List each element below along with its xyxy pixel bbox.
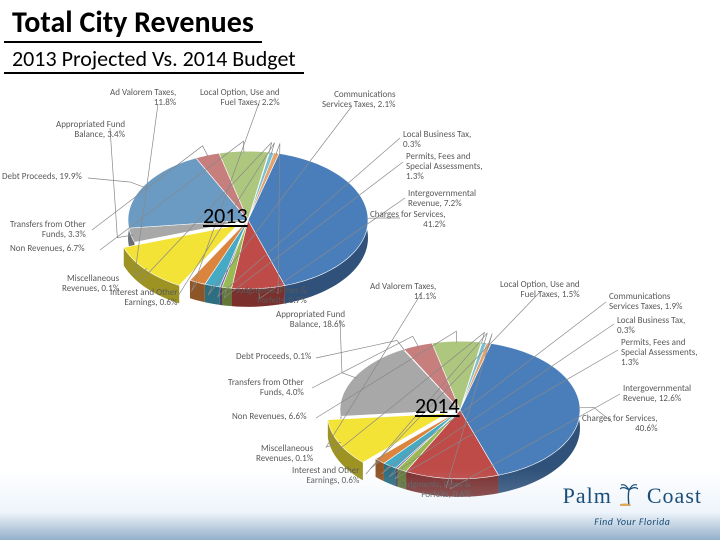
callout-label: Transfers from OtherFunds, 3.3% [10, 220, 86, 240]
callout-label: Debt Proceeds, 19.9% [2, 172, 82, 182]
callout-label: CommunicationsServices Taxes, 1.9% [609, 292, 682, 312]
callout-label: CommunicationsServices Taxes, 2.1% [322, 90, 395, 110]
callout-label: Local Option, Use andFuel Taxes, 1.5% [500, 280, 580, 300]
palm-icon [620, 484, 638, 512]
pie-side [205, 284, 220, 305]
callout-label: Local Business Tax,0.3% [403, 130, 471, 150]
callout-label: Transfers from OtherFunds, 4.0% [228, 378, 304, 398]
callout-label: Appropriated FundBalance, 18.6% [276, 310, 345, 330]
callout-label: Permits, Fees andSpecial Assessments,1.3… [406, 152, 482, 182]
callout-label: Charges for Services,41.2% [370, 210, 446, 230]
logo-brand-right: Coast [647, 483, 702, 508]
logo-tagline: Find Your Florida [594, 515, 670, 528]
year-label-2014: 2014 [415, 392, 460, 419]
callout-label: Debt Proceeds, 0.1% [236, 352, 311, 362]
callout-label: Non Revenues, 6.7% [10, 244, 85, 254]
callout-label: Ad Valorem Taxes,11.1% [370, 282, 436, 302]
callout-label: IntergovernmentalRevenue, 12.6% [623, 384, 691, 404]
callout-label: Ad Valorem Taxes,11.8% [110, 88, 176, 108]
callout-label: Interest and OtherEarnings, 0.6% [110, 288, 177, 308]
callout-label: Appropriated FundBalance, 3.4% [56, 120, 125, 140]
callout-label: Local Business Tax,0.3% [617, 316, 685, 336]
callout-label: Non Revenues, 6.6% [232, 412, 307, 422]
pie-side [222, 287, 232, 306]
logo-brand-left: Palm [563, 483, 612, 508]
callout-label: Local Option, Use andFuel Taxes, 2.2% [200, 88, 280, 108]
callout-label: MiscellaneousRevenues, 0.1% [256, 444, 313, 464]
logo: Palm Coast Find Your Florida [563, 483, 702, 530]
year-label-2013: 2013 [203, 202, 248, 229]
callout-label: Judgments, Fines &Forfeits, 0.7% [236, 286, 307, 306]
leader-line [88, 178, 145, 188]
callout-label: IntergovernmentalRevenue, 7.2% [408, 189, 476, 209]
page-title: Total City Revenues [4, 0, 262, 43]
callout-label: Charges for Services,40.6% [582, 414, 658, 434]
callout-label: Permits, Fees andSpecial Assessments,1.3… [621, 338, 697, 368]
